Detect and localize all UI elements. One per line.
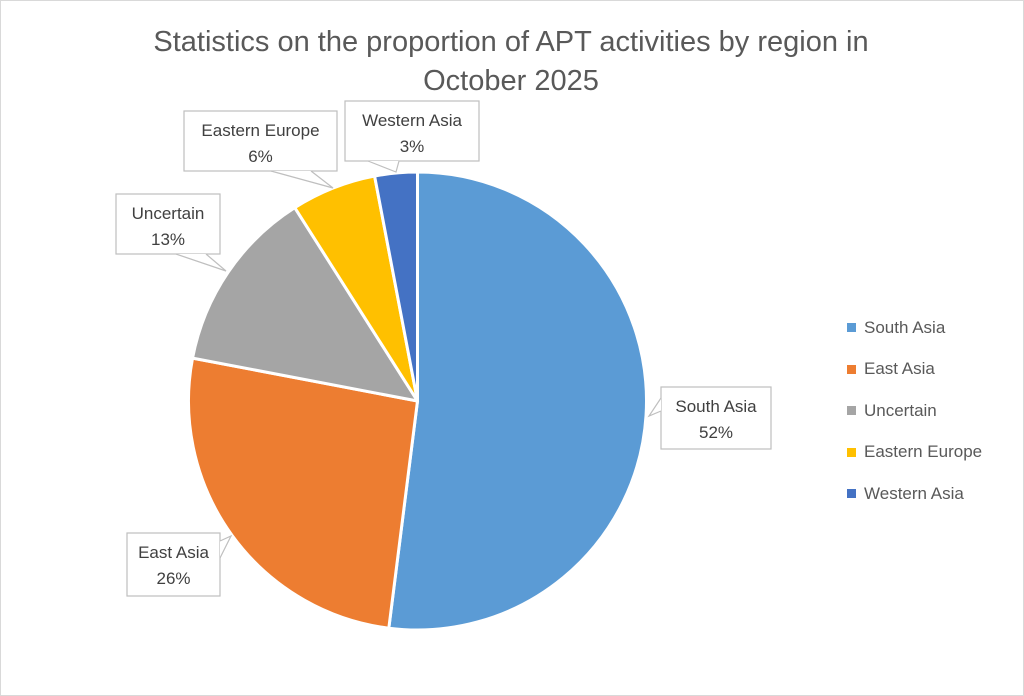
legend-swatch <box>847 323 856 333</box>
legend-swatch <box>847 364 856 374</box>
callout-pointer <box>270 170 334 189</box>
legend-item-south-asia: South Asia <box>847 307 982 349</box>
callout-pointer <box>647 397 662 418</box>
legend: South Asia East Asia Uncertain Eastern Euro… <box>847 307 982 515</box>
legend-item-uncertain: Uncertain <box>847 390 982 432</box>
data-label-value: 6% <box>248 147 273 166</box>
legend-label: East Asia <box>864 359 935 379</box>
legend-label: Uncertain <box>864 400 937 420</box>
legend-label: Eastern Europe <box>864 442 983 462</box>
data-label-uncertain: Uncertain 13% <box>115 193 227 272</box>
data-label-value: 26% <box>156 569 190 588</box>
callout-box <box>344 100 480 162</box>
callout-box <box>183 110 338 172</box>
data-label-value: 3% <box>400 137 425 156</box>
chart-title: Statistics on the proportion of APT acti… <box>1 23 1021 101</box>
legend-swatch <box>847 406 856 416</box>
callout-box <box>126 532 221 597</box>
pie-slice-south-asia <box>387 170 648 632</box>
legend-label: Western Asia <box>864 483 964 503</box>
pie-slice-east-asia <box>187 356 419 630</box>
pie-slice-western-asia <box>373 170 419 403</box>
legend-label: South Asia <box>864 317 946 337</box>
data-label-value: 13% <box>151 230 185 249</box>
legend-swatch <box>847 489 856 499</box>
data-label-category: East Asia <box>138 543 209 562</box>
data-label-eastern-europe: Eastern Europe 6% <box>183 110 338 189</box>
data-label-east-asia: East Asia 26% <box>126 532 233 597</box>
legend-item-eastern-europe: Eastern Europe <box>847 432 982 474</box>
callout-pointer <box>175 253 227 272</box>
legend-item-east-asia: East Asia <box>847 349 982 391</box>
data-label-south-asia: South Asia 52% <box>647 386 772 450</box>
chart-title-line-1: Statistics on the proportion of APT acti… <box>153 26 869 58</box>
callout-pointer <box>219 534 233 559</box>
data-label-category: Western Asia <box>362 111 462 130</box>
data-label-category: Eastern Europe <box>201 121 319 140</box>
data-label-category: South Asia <box>675 397 757 416</box>
legend-item-western-asia: Western Asia <box>847 473 982 515</box>
pie-slice-uncertain <box>191 206 419 403</box>
chart-title-line-2: October 2025 <box>423 65 599 97</box>
data-label-western-asia: Western Asia 3% <box>344 100 480 173</box>
data-label-value: 52% <box>699 423 733 442</box>
callout-pointer <box>367 160 400 173</box>
legend-swatch <box>847 447 856 457</box>
callout-box <box>660 386 772 450</box>
data-label-category: Uncertain <box>132 204 205 223</box>
callout-box <box>115 193 221 255</box>
